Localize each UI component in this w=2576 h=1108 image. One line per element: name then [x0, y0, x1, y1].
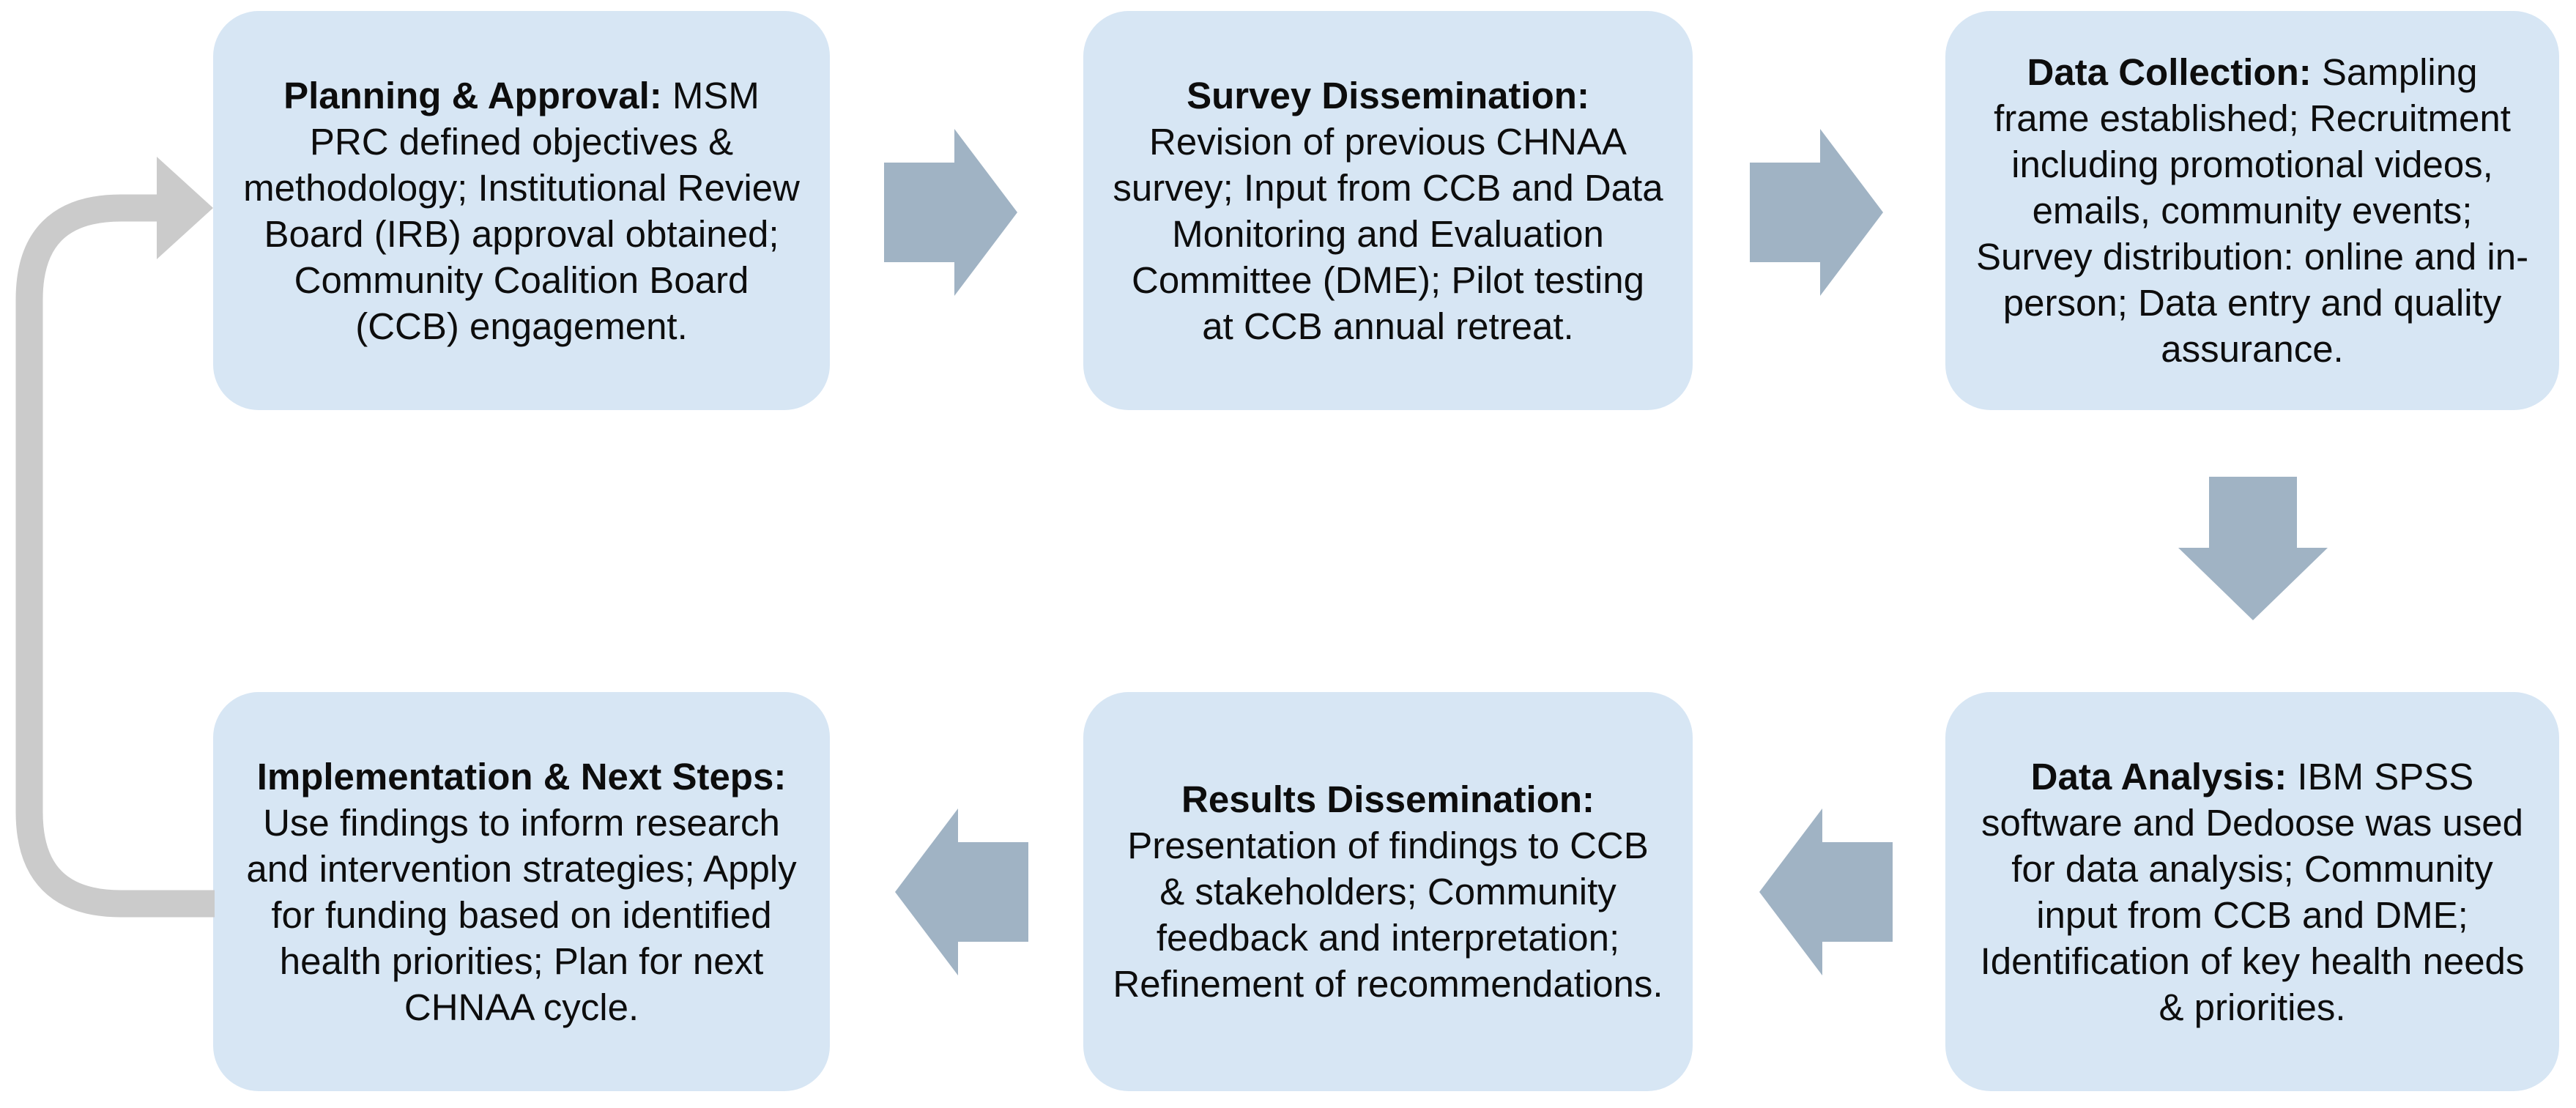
flow-box-body: MSM PRC defined objectives & methodology… — [243, 74, 800, 347]
flow-box-implementation-next-steps: Implementation & Next Steps: Use finding… — [213, 692, 830, 1091]
flow-box-title: Results Dissemination: — [1181, 778, 1595, 820]
arrow-right-icon — [1750, 129, 1883, 296]
arrow-right-icon — [884, 129, 1017, 296]
flow-box-text: Data Analysis: IBM SPSS software and Ded… — [1975, 754, 2530, 1030]
flow-box-text: Implementation & Next Steps: Use finding… — [242, 754, 801, 1030]
arrow-down-icon — [2178, 477, 2328, 620]
flow-box-body: IBM SPSS software and Dedoose was used f… — [1980, 755, 2525, 1028]
cycle-loop-arrow-icon — [15, 157, 215, 918]
arrow-left-icon — [1759, 808, 1893, 975]
flow-box-text: Results Dissemination: Presentation of f… — [1113, 776, 1663, 1007]
flow-box-text: Data Collection: Sampling frame establis… — [1975, 49, 2530, 372]
flow-box-title: Data Analysis: — [2030, 755, 2287, 797]
flow-box-title: Planning & Approval: — [283, 74, 662, 116]
flow-box-survey-dissemination: Survey Dissemination: Revision of previo… — [1083, 11, 1693, 410]
flow-box-title: Implementation & Next Steps: — [256, 755, 787, 797]
flow-box-body: Use findings to inform research and inte… — [246, 801, 797, 1028]
flow-box-data-collection: Data Collection: Sampling frame establis… — [1945, 11, 2559, 410]
flow-box-planning-approval: Planning & Approval: MSM PRC defined obj… — [213, 11, 830, 410]
flow-box-data-analysis: Data Analysis: IBM SPSS software and Ded… — [1945, 692, 2559, 1091]
flow-box-body: Presentation of findings to CCB & stakeh… — [1113, 825, 1663, 1005]
flow-box-title: Data Collection: — [2027, 51, 2312, 93]
flow-box-text: Survey Dissemination: Revision of previo… — [1113, 72, 1663, 349]
flow-box-body: Revision of previous CHNAA survey; Input… — [1113, 120, 1663, 347]
flow-box-text: Planning & Approval: MSM PRC defined obj… — [242, 72, 801, 349]
flow-box-body: Sampling frame established; Recruitment … — [1975, 51, 2529, 370]
flow-box-results-dissemination: Results Dissemination: Presentation of f… — [1083, 692, 1693, 1091]
flow-box-title: Survey Dissemination: — [1187, 74, 1589, 116]
arrow-left-icon — [895, 808, 1028, 975]
